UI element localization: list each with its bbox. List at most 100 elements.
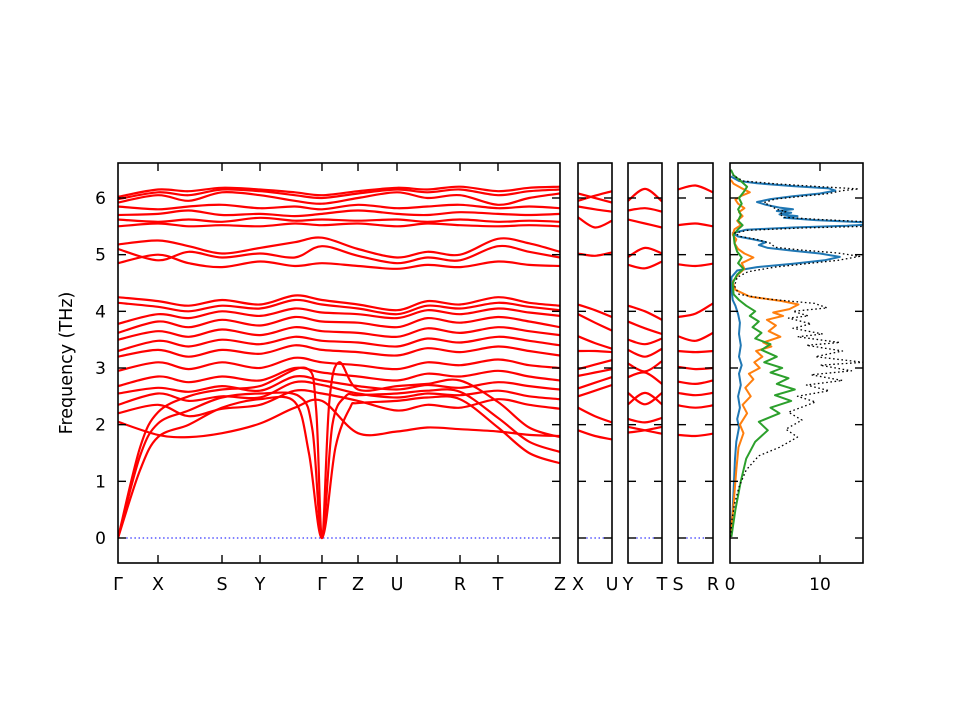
kpoint-label: Y xyxy=(622,575,634,595)
band-curve xyxy=(628,337,662,346)
kpoint-label: R xyxy=(454,575,466,595)
band-curve xyxy=(628,187,662,203)
band-curve xyxy=(678,391,713,397)
band-curve xyxy=(578,303,612,319)
band-curve xyxy=(678,184,713,194)
band-curve xyxy=(118,335,560,353)
band-curve xyxy=(118,398,560,439)
panel-frames xyxy=(117,162,864,564)
band-curve xyxy=(578,216,612,229)
kpoint-label: Y xyxy=(254,575,266,595)
dos-curve-total xyxy=(730,174,863,537)
band-curve xyxy=(578,335,612,350)
band-curve xyxy=(678,331,713,342)
band-curve xyxy=(118,203,560,211)
band-curve xyxy=(118,375,560,395)
main-panel-frame xyxy=(117,162,561,564)
band-curve xyxy=(118,191,560,206)
dos-curve-species-3 xyxy=(730,169,796,538)
band-curve xyxy=(118,216,560,223)
y-tick-label: 5 xyxy=(95,246,106,266)
y-tick-label: 3 xyxy=(95,359,106,379)
band-curve xyxy=(578,406,612,424)
dos-panel-frame xyxy=(729,162,864,564)
band-curve xyxy=(678,349,713,354)
band-curve xyxy=(118,388,560,540)
band-curve xyxy=(118,395,560,540)
band-curve xyxy=(578,313,612,332)
small-panel-bands xyxy=(578,190,612,441)
kpoint-label: U xyxy=(391,575,404,595)
kpoint-label: T xyxy=(656,575,668,595)
kpoint-label: Z xyxy=(352,575,364,595)
band-curve xyxy=(578,383,612,398)
dos-curves xyxy=(730,169,863,538)
band-curve xyxy=(628,260,662,270)
small-panel-frame xyxy=(677,162,714,564)
band-curve xyxy=(628,246,662,259)
band-curve xyxy=(678,262,713,268)
band-curve xyxy=(118,236,560,259)
band-curve xyxy=(628,360,662,373)
band-curve xyxy=(118,361,560,540)
small-panel-band-curves xyxy=(578,184,713,441)
band-curve xyxy=(118,185,560,198)
band-curve xyxy=(118,356,560,372)
kpoint-label: S xyxy=(216,575,227,595)
band-curve xyxy=(628,416,662,424)
dos-x-tick-label: 10 xyxy=(809,575,831,595)
band-curve xyxy=(578,205,612,213)
band-curve xyxy=(118,380,560,406)
band-curve xyxy=(578,190,612,202)
band-curve xyxy=(628,304,662,321)
axis-ticks xyxy=(118,163,863,563)
band-curve xyxy=(118,222,560,228)
main-band-curves xyxy=(118,185,560,540)
band-curve xyxy=(578,376,612,390)
band-curve xyxy=(578,349,612,354)
band-curve xyxy=(118,366,560,388)
small-panel-frame xyxy=(577,162,613,564)
kpoint-label: X xyxy=(152,575,164,595)
dos-x-tick-label: 0 xyxy=(725,575,736,595)
kpoint-label: Γ xyxy=(317,575,327,595)
y-tick-label: 1 xyxy=(95,472,106,492)
y-tick-label: 4 xyxy=(95,302,106,322)
y-tick-label: 0 xyxy=(95,529,106,549)
band-curve xyxy=(118,344,560,358)
band-curve xyxy=(118,244,560,265)
band-curve xyxy=(628,425,662,434)
dos-curve-species-1 xyxy=(730,175,863,537)
kpoint-label: T xyxy=(492,575,504,595)
band-curve xyxy=(578,368,612,378)
band-curve xyxy=(628,347,662,358)
band-curve xyxy=(118,188,560,201)
band-curve xyxy=(578,192,612,204)
y-tick-label: 6 xyxy=(95,189,106,209)
band-curve xyxy=(678,432,713,438)
kpoint-label: S xyxy=(672,575,683,595)
band-curve xyxy=(678,302,713,319)
band-curve xyxy=(678,404,713,409)
kpoint-label: U xyxy=(606,575,619,595)
small-panel-frame xyxy=(627,162,663,564)
kpoint-label: R xyxy=(707,575,719,595)
kpoint-label: Γ xyxy=(113,575,123,595)
kpoint-label: X xyxy=(572,575,584,595)
band-curve xyxy=(118,315,560,334)
band-curve xyxy=(118,298,560,316)
kpoint-label: Z xyxy=(554,575,566,595)
band-curve xyxy=(118,209,560,218)
band-curve xyxy=(118,253,560,270)
band-curve xyxy=(118,307,560,325)
band-curve xyxy=(118,388,560,418)
band-curve xyxy=(678,379,713,386)
band-curve xyxy=(628,320,662,336)
band-curve xyxy=(628,391,662,406)
band-curve xyxy=(118,326,560,341)
band-curve xyxy=(578,429,612,441)
band-curve xyxy=(628,218,662,229)
